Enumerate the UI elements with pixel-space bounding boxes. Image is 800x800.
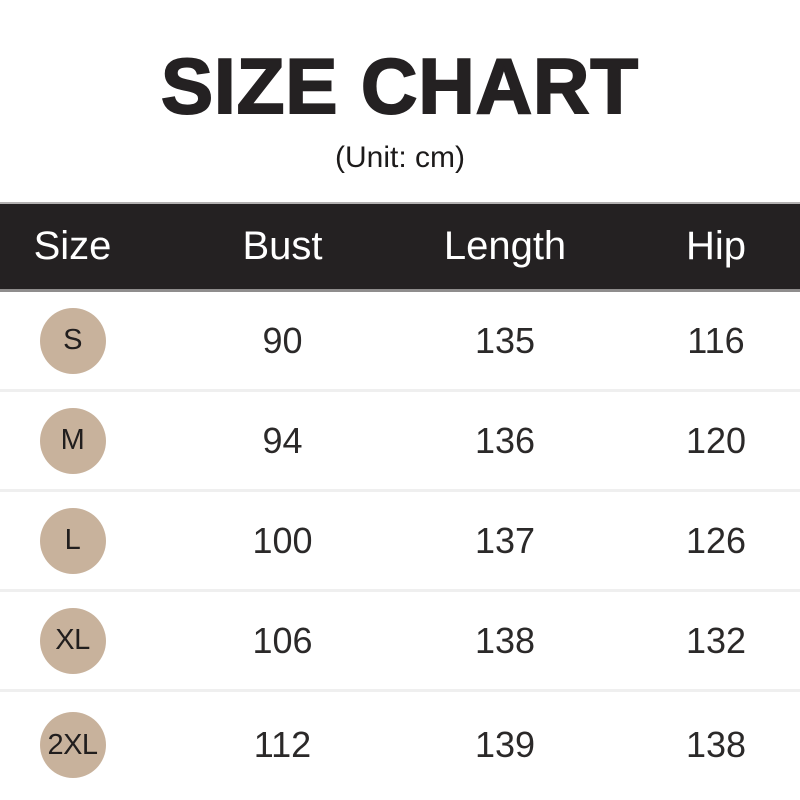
unit-note: (Unit: cm) <box>335 141 465 174</box>
size-badge-m: M <box>39 407 106 474</box>
size-cell: XL <box>0 607 145 674</box>
table-row: XL 106 138 132 <box>0 592 800 692</box>
size-badge-s: S <box>39 307 106 374</box>
hip-value: 132 <box>685 619 747 661</box>
page-title: SIZE CHART <box>160 42 639 130</box>
length-value: 136 <box>474 419 536 461</box>
column-header-size: Size <box>33 224 112 268</box>
size-cell: L <box>0 507 145 574</box>
size-badge-2xl: 2XL <box>39 712 106 778</box>
column-header-length: Length <box>443 224 567 268</box>
hip-value: 116 <box>687 319 745 361</box>
length-value: 138 <box>474 619 536 661</box>
table-header-row: Size Bust Length Hip <box>0 202 800 292</box>
table-row: 2XL 112 139 138 <box>0 692 800 798</box>
size-badge-l: L <box>39 507 106 574</box>
hip-value: 126 <box>685 519 747 561</box>
table-row: S 90 135 116 <box>0 292 800 392</box>
size-table: Size Bust Length Hip S 90 135 116 M 94 1… <box>0 202 800 798</box>
size-cell: S <box>0 307 145 374</box>
table-row: M 94 136 120 <box>0 392 800 492</box>
bust-value: 90 <box>262 319 303 361</box>
length-value: 139 <box>474 724 536 765</box>
bust-value: 94 <box>262 419 303 461</box>
hip-value: 138 <box>685 724 747 765</box>
length-value: 137 <box>474 519 536 561</box>
bust-value: 112 <box>253 724 312 765</box>
size-badge-xl: XL <box>39 607 106 674</box>
length-value: 135 <box>474 319 536 361</box>
table-row: L 100 137 126 <box>0 492 800 592</box>
size-cell: 2XL <box>0 712 145 778</box>
hip-value: 120 <box>685 419 747 461</box>
bust-value: 100 <box>252 519 313 561</box>
bust-value: 106 <box>252 619 313 661</box>
column-header-bust: Bust <box>242 224 323 268</box>
size-cell: M <box>0 407 145 474</box>
column-header-hip: Hip <box>685 224 747 268</box>
